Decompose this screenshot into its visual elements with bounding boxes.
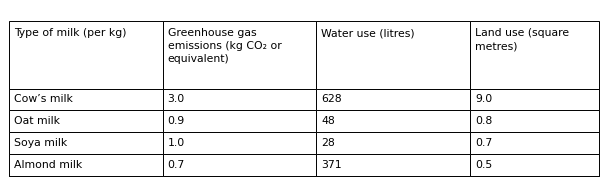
Bar: [9, 154, 163, 176]
Text: 0.9: 0.9: [168, 116, 185, 126]
Bar: [9, 88, 163, 110]
Bar: [163, 176, 316, 177]
Bar: [9, 110, 163, 132]
Bar: [9, 21, 163, 88]
Text: Cow’s milk: Cow’s milk: [14, 95, 73, 104]
Bar: [470, 110, 599, 132]
Text: 371: 371: [321, 160, 342, 170]
Text: 3.0: 3.0: [168, 95, 185, 104]
Text: 9.0: 9.0: [475, 95, 492, 104]
Bar: [316, 154, 470, 176]
Text: Land use (square
metres): Land use (square metres): [475, 28, 569, 51]
Text: 0.7: 0.7: [168, 160, 185, 170]
Bar: [470, 88, 599, 110]
Bar: [163, 21, 316, 88]
Text: 628: 628: [321, 95, 342, 104]
Bar: [470, 21, 599, 88]
Bar: [163, 88, 316, 110]
Bar: [316, 21, 470, 88]
Text: 1.0: 1.0: [168, 138, 185, 148]
Bar: [9, 132, 163, 154]
Text: Almond milk: Almond milk: [14, 160, 82, 170]
Bar: [9, 176, 163, 177]
Text: Soya milk: Soya milk: [14, 138, 67, 148]
Text: 0.8: 0.8: [475, 116, 492, 126]
Bar: [163, 132, 316, 154]
Bar: [470, 132, 599, 154]
Text: 0.7: 0.7: [475, 138, 492, 148]
Bar: [316, 88, 470, 110]
Bar: [316, 132, 470, 154]
Bar: [163, 154, 316, 176]
Bar: [316, 176, 470, 177]
Text: Greenhouse gas
emissions (kg CO₂ or
equivalent): Greenhouse gas emissions (kg CO₂ or equi…: [168, 28, 281, 64]
Bar: [470, 154, 599, 176]
Text: 48: 48: [321, 116, 335, 126]
Text: Oat milk: Oat milk: [14, 116, 60, 126]
Bar: [470, 176, 599, 177]
Bar: [316, 110, 470, 132]
Text: Water use (litres): Water use (litres): [321, 28, 415, 38]
Text: 28: 28: [321, 138, 335, 148]
Text: Type of milk (per kg): Type of milk (per kg): [14, 28, 126, 38]
Bar: [163, 110, 316, 132]
Text: 0.5: 0.5: [475, 160, 492, 170]
